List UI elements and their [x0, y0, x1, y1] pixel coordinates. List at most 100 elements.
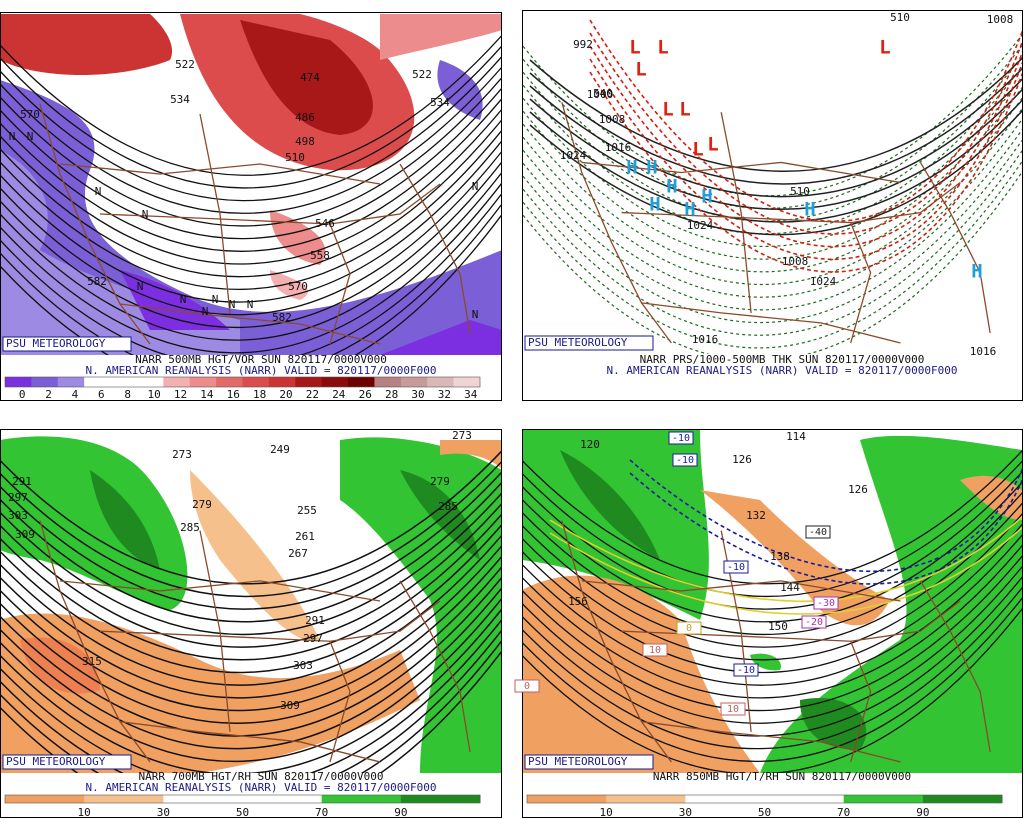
colorbar-segment — [5, 795, 85, 803]
temp-label: 0 — [524, 681, 530, 692]
colorbar-label: 20 — [279, 388, 292, 401]
colorbar-label: 18 — [253, 388, 266, 401]
contour-line — [549, 515, 1022, 603]
colorbar-label: 4 — [72, 388, 79, 401]
temp-label-box — [801, 615, 827, 629]
contour-line — [522, 523, 1022, 674]
contour-label: 279 — [430, 475, 450, 488]
pressure-center: L — [662, 99, 673, 121]
colorbar-label: 14 — [200, 388, 214, 401]
border-line — [399, 580, 471, 752]
contour-label: 144 — [780, 581, 800, 594]
border-line — [641, 721, 901, 763]
contour-line — [522, 65, 1022, 235]
border-line — [641, 302, 901, 344]
contour-line — [522, 149, 1022, 336]
contour-label: 1000 — [587, 88, 614, 101]
temp-label: -40 — [809, 527, 827, 538]
contour-label: 1024 — [687, 219, 714, 232]
border-line — [919, 580, 991, 752]
contour-label: 558 — [310, 249, 330, 262]
contour-label: 570 — [20, 108, 40, 121]
colorbar-label: 70 — [315, 806, 328, 819]
pressure-center: L — [629, 37, 640, 59]
contour-label: 273 — [452, 429, 472, 442]
temp-label: 10 — [727, 704, 739, 715]
colorbar-segment — [268, 377, 296, 387]
border-line — [399, 163, 471, 335]
temp-label: -10 — [676, 455, 694, 466]
contour-line — [522, 170, 1022, 354]
colorbar-segment — [216, 377, 243, 387]
border-line — [329, 223, 351, 345]
contour-label: 570 — [288, 280, 308, 293]
colorbar-label: 90 — [916, 806, 929, 819]
border-line — [561, 102, 672, 344]
temp-label-box — [642, 643, 668, 657]
colorbar-label: 30 — [411, 388, 424, 401]
colorbar-segment — [242, 795, 323, 803]
contour-line — [0, 65, 502, 214]
colorbar-label: 34 — [464, 388, 478, 401]
pressure-center: L — [635, 59, 646, 81]
pressure-center: L — [707, 134, 718, 156]
contour-label: 1024 — [560, 149, 587, 162]
temp-label-box — [813, 596, 839, 610]
contour-line — [522, 139, 1022, 324]
temp-label-box — [805, 525, 831, 539]
contour-line — [0, 97, 502, 252]
contour-line — [522, 54, 1022, 222]
caption: N. AMERICAN REANALYSIS (NARR) VALID = 82… — [86, 364, 437, 377]
contour-label: 267 — [288, 547, 308, 560]
contour-line — [629, 459, 1022, 573]
contour-line — [529, 88, 1022, 211]
contour-label: 582 — [272, 311, 292, 324]
pressure-center: H — [666, 176, 677, 198]
vorticity-symbol: N — [180, 293, 187, 306]
panel-frame — [522, 429, 1023, 818]
contour-label: 510 — [285, 151, 305, 164]
contour-line — [0, 118, 502, 278]
contour-line — [0, 86, 502, 240]
vorticity-symbol: N — [27, 130, 34, 143]
contour-line — [522, 160, 1022, 349]
brand-box — [524, 335, 654, 351]
pressure-center: L — [692, 139, 703, 161]
colorbar-frame — [526, 794, 1003, 804]
contour-line — [0, 502, 502, 648]
colorbar-segment — [922, 795, 1003, 803]
panel-frame — [0, 429, 502, 818]
brand-label: PSU METEOROLOGY — [6, 755, 106, 768]
colorbar-segment — [242, 377, 270, 387]
colorbar-label: 16 — [227, 388, 240, 401]
contour-label: 309 — [15, 528, 35, 541]
contour-line — [529, 109, 1022, 236]
contour-line — [522, 460, 1022, 597]
contour-label: 498 — [295, 135, 315, 148]
contour-line — [529, 78, 1022, 198]
contour-line — [0, 449, 502, 585]
brand-box — [524, 754, 654, 770]
contour-line — [522, 44, 1022, 210]
contour-label: 285 — [180, 521, 200, 534]
contour-label: 285 — [438, 500, 458, 513]
temp-label: -10 — [672, 433, 690, 444]
contour-label: 534 — [430, 96, 450, 109]
contour-line — [0, 139, 502, 303]
contour-line — [0, 586, 502, 750]
contour-label: 315 — [82, 655, 102, 668]
contour-label: 1016 — [605, 141, 632, 154]
contour-line — [522, 97, 1022, 273]
colorbar-label: 28 — [385, 388, 398, 401]
contour-label: 510 — [890, 11, 910, 24]
border-line — [581, 161, 901, 184]
contour-label: 546 — [315, 217, 335, 230]
border-line — [119, 721, 381, 763]
colorbar-segment — [843, 795, 924, 803]
border-line — [329, 640, 351, 763]
contour-label: 303 — [8, 509, 28, 522]
brand-label: PSU METEOROLOGY — [528, 336, 628, 349]
contour-line — [589, 19, 1022, 222]
contour-label: 261 — [295, 530, 315, 543]
contour-line — [589, 58, 1022, 260]
